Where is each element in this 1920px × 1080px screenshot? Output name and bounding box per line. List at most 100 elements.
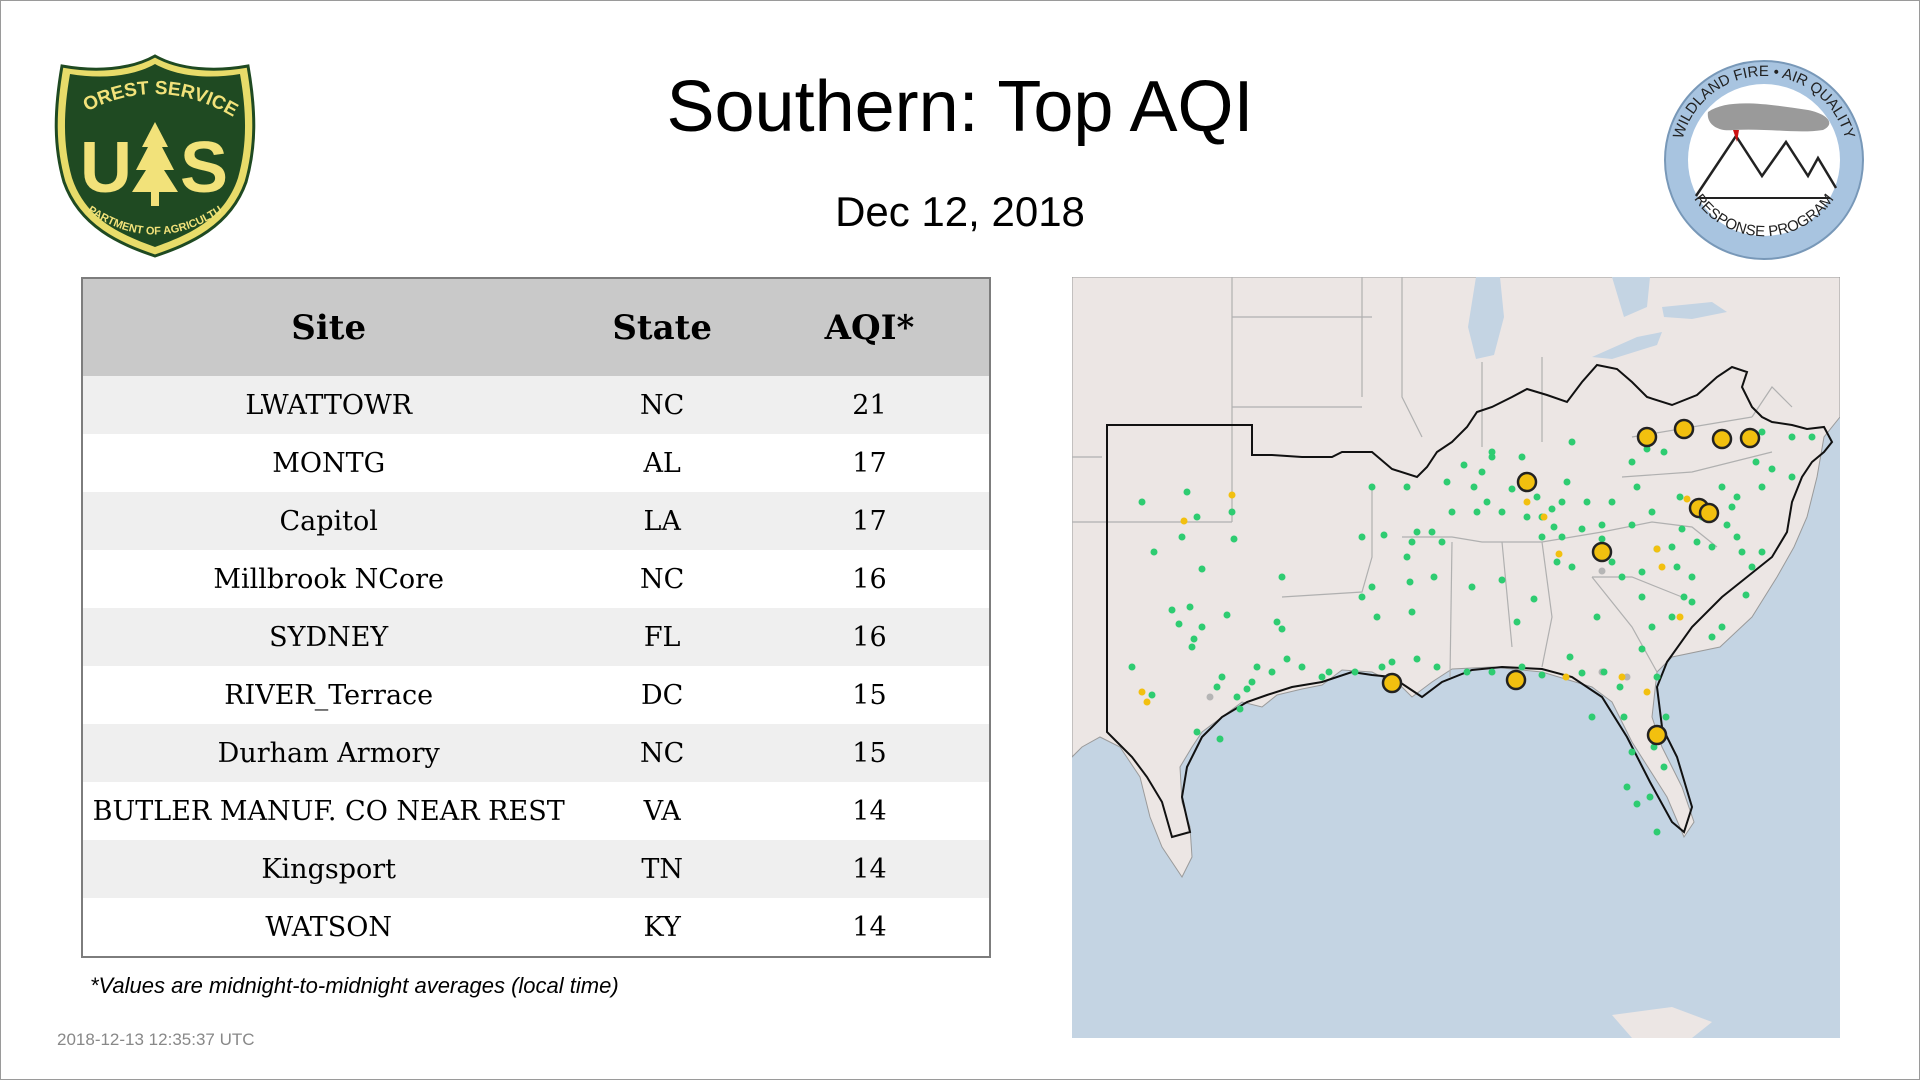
monitor-marker-good [1620,713,1628,721]
monitor-marker-good [1618,573,1626,581]
monitor-marker-good [1662,713,1670,721]
map-lake-michigan [1468,277,1504,359]
monitor-marker-good [1318,673,1326,681]
monitor-marker-moderate [1138,688,1146,696]
monitor-marker-good [1733,533,1741,541]
monitor-marker-good [1616,683,1624,691]
map-lake-ontario [1662,302,1727,319]
monitor-marker-good [1178,533,1186,541]
monitor-marker-good [1558,533,1566,541]
table-row: Durham Armory NC 15 [82,724,990,782]
table-header-row: Site State AQI* [82,278,990,376]
monitor-marker-good [1718,483,1726,491]
monitor-marker-good [1628,521,1636,529]
monitor-marker-good [1388,658,1396,666]
monitor-marker-good [1298,663,1306,671]
cell-site: RIVER_Terrace [82,666,575,724]
monitor-marker-moderate [1523,498,1531,506]
table-row: Capitol LA 17 [82,492,990,550]
flame-icon [1733,130,1739,142]
footnote: *Values are midnight-to-midnight average… [90,973,619,998]
monitor-marker-good [1752,458,1760,466]
map-lake-huron [1612,277,1650,317]
monitor-marker-good [1728,503,1736,511]
table-row: BUTLER MANUF. CO NEAR REST VA 14 [82,782,990,840]
monitor-marker-good [1216,735,1224,743]
monitor-marker-good [1473,508,1481,516]
header-state: State [574,278,750,376]
monitor-marker-good [1460,461,1468,469]
monitor-marker-good [1273,618,1281,626]
monitor-marker-good [1150,548,1158,556]
monitor-marker-good [1230,535,1238,543]
monitor-marker-good [1373,613,1381,621]
monitor-marker-moderate [1683,495,1691,503]
cell-site: Capitol [82,492,575,550]
monitor-marker-no-data [1598,567,1606,575]
monitor-marker-good [1498,508,1506,516]
forest-service-logo: FOREST SERVICE U S DEPARTMENT OF AGRICUL… [50,52,256,258]
monitor-marker-good [1488,453,1496,461]
table-row: Kingsport TN 14 [82,840,990,898]
monitor-marker-good [1788,473,1796,481]
monitor-marker-good [1758,483,1766,491]
cell-site: SYDNEY [82,608,575,666]
monitor-marker-good [1193,513,1201,521]
monitor-marker-good [1278,625,1286,633]
wildland-fire-logo: WILDLAND FIRE • AIR QUALITY RESPONSE PRO… [1664,60,1864,260]
monitor-marker-good [1623,783,1631,791]
monitor-marker-good [1748,563,1756,571]
monitor-marker-good [1742,591,1750,599]
map-region-border [1106,363,1834,839]
monitor-marker-good [1583,498,1591,506]
monitor-marker-good [1688,598,1696,606]
monitor-marker-good [1378,663,1386,671]
monitor-marker-good [1563,478,1571,486]
map-cuba [1612,1007,1712,1038]
monitor-marker-top-site [1711,428,1733,450]
cell-site: MONTG [82,434,575,492]
cell-aqi: 21 [749,376,990,434]
cell-aqi: 16 [749,550,990,608]
monitor-marker-good [1550,523,1558,531]
monitor-marker-good [1413,528,1421,536]
monitor-marker-good [1553,558,1561,566]
monitor-marker-good [1488,668,1496,676]
monitor-marker-good [1498,576,1506,584]
monitor-marker-good [1188,643,1196,651]
monitor-marker-good [1175,620,1183,628]
monitor-marker-good [1368,483,1376,491]
monitor-marker-good [1406,578,1414,586]
monitor-marker-good [1283,655,1291,663]
monitor-marker-good [1708,633,1716,641]
cell-aqi: 17 [749,434,990,492]
monitor-marker-good [1638,593,1646,601]
monitor-marker-good [1533,493,1541,501]
aqi-map [1072,277,1840,1038]
cell-state: VA [574,782,750,840]
svg-text:U: U [80,128,132,208]
cell-aqi: 14 [749,898,990,957]
monitor-marker-good [1268,668,1276,676]
monitor-marker-good [1213,683,1221,691]
monitor-marker-top-site [1381,672,1403,694]
monitor-marker-top-site [1646,724,1668,746]
monitor-marker-good [1548,505,1556,513]
monitor-marker-good [1278,573,1286,581]
monitor-marker-good [1733,493,1741,501]
monitor-marker-good [1508,485,1516,493]
monitor-marker-good [1443,478,1451,486]
monitor-marker-top-site [1636,426,1658,448]
monitor-marker-good [1518,663,1526,671]
monitor-marker-good [1598,521,1606,529]
monitor-marker-good [1608,558,1616,566]
monitor-marker-moderate [1228,491,1236,499]
monitor-marker-good [1578,525,1586,533]
monitor-marker-top-site [1673,418,1695,440]
monitor-marker-moderate [1143,698,1151,706]
monitor-marker-good [1233,693,1241,701]
monitor-marker-good [1676,493,1684,501]
monitor-marker-good [1148,691,1156,699]
monitor-marker-good [1478,468,1486,476]
cell-state: NC [574,376,750,434]
